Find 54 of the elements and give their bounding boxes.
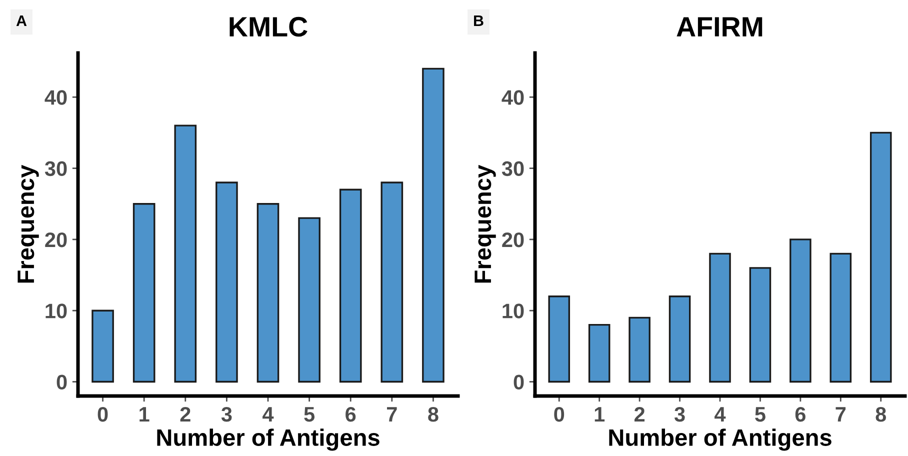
bar	[870, 132, 892, 383]
chart-title: KMLC	[230, 16, 308, 37]
x-tick-label: 2	[634, 406, 645, 422]
x-tick-label: 2	[180, 406, 190, 422]
x-tick-label: 4	[714, 407, 726, 422]
bar	[256, 203, 280, 383]
bar	[422, 68, 444, 383]
bar	[790, 238, 812, 383]
bar	[668, 296, 691, 383]
bar	[380, 182, 404, 383]
x-tick-label: 6	[346, 406, 356, 422]
x-axis-title: Number of Antigens	[157, 428, 380, 451]
y-axis-title: Frequency	[474, 164, 496, 283]
bar	[298, 217, 320, 383]
bar	[749, 267, 772, 383]
chart-title: AFIRM	[676, 17, 762, 36]
x-tick-label: 7	[387, 407, 397, 422]
y-tick-label: 30	[502, 161, 524, 176]
bar	[339, 188, 362, 383]
y-axis-title: Frequency	[18, 164, 39, 283]
y-tick-label: 0	[56, 374, 67, 390]
y-tick-label: 0	[514, 374, 524, 390]
bar	[628, 316, 650, 383]
x-tick-label: 8	[428, 406, 438, 422]
bar	[174, 124, 197, 383]
x-tick-label: 1	[140, 407, 150, 422]
y-tick-label: 10	[502, 304, 524, 318]
x-tick-label: 3	[221, 406, 232, 422]
x-tick-label: 5	[304, 407, 315, 422]
x-tick-label: 7	[836, 407, 846, 422]
x-tick-label: 8	[876, 406, 886, 422]
x-axis-title: Number of Antigens	[609, 428, 832, 451]
bar	[216, 182, 238, 383]
bar	[588, 324, 610, 383]
x-tick-label: 3	[674, 406, 685, 422]
x-tick-label: 0	[554, 406, 564, 422]
x-tick-label: 6	[795, 406, 806, 422]
y-tick-label: 20	[502, 232, 524, 248]
bar	[709, 252, 731, 383]
x-tick-label: 4	[262, 407, 274, 422]
bar	[830, 252, 852, 383]
text: B	[474, 15, 484, 26]
y-tick-label: 40	[502, 90, 524, 105]
bar	[548, 296, 570, 383]
y-tick-label: 40	[44, 90, 67, 105]
y-tick-label: 20	[45, 232, 67, 248]
y-tick-label: 30	[44, 161, 67, 176]
text: A	[16, 15, 27, 26]
x-tick-label: 1	[594, 407, 605, 422]
y-tick-label: 10	[46, 304, 67, 318]
x-tick-label: 0	[98, 406, 108, 422]
bar	[92, 310, 114, 383]
bar	[132, 203, 156, 383]
x-tick-label: 5	[755, 407, 766, 422]
